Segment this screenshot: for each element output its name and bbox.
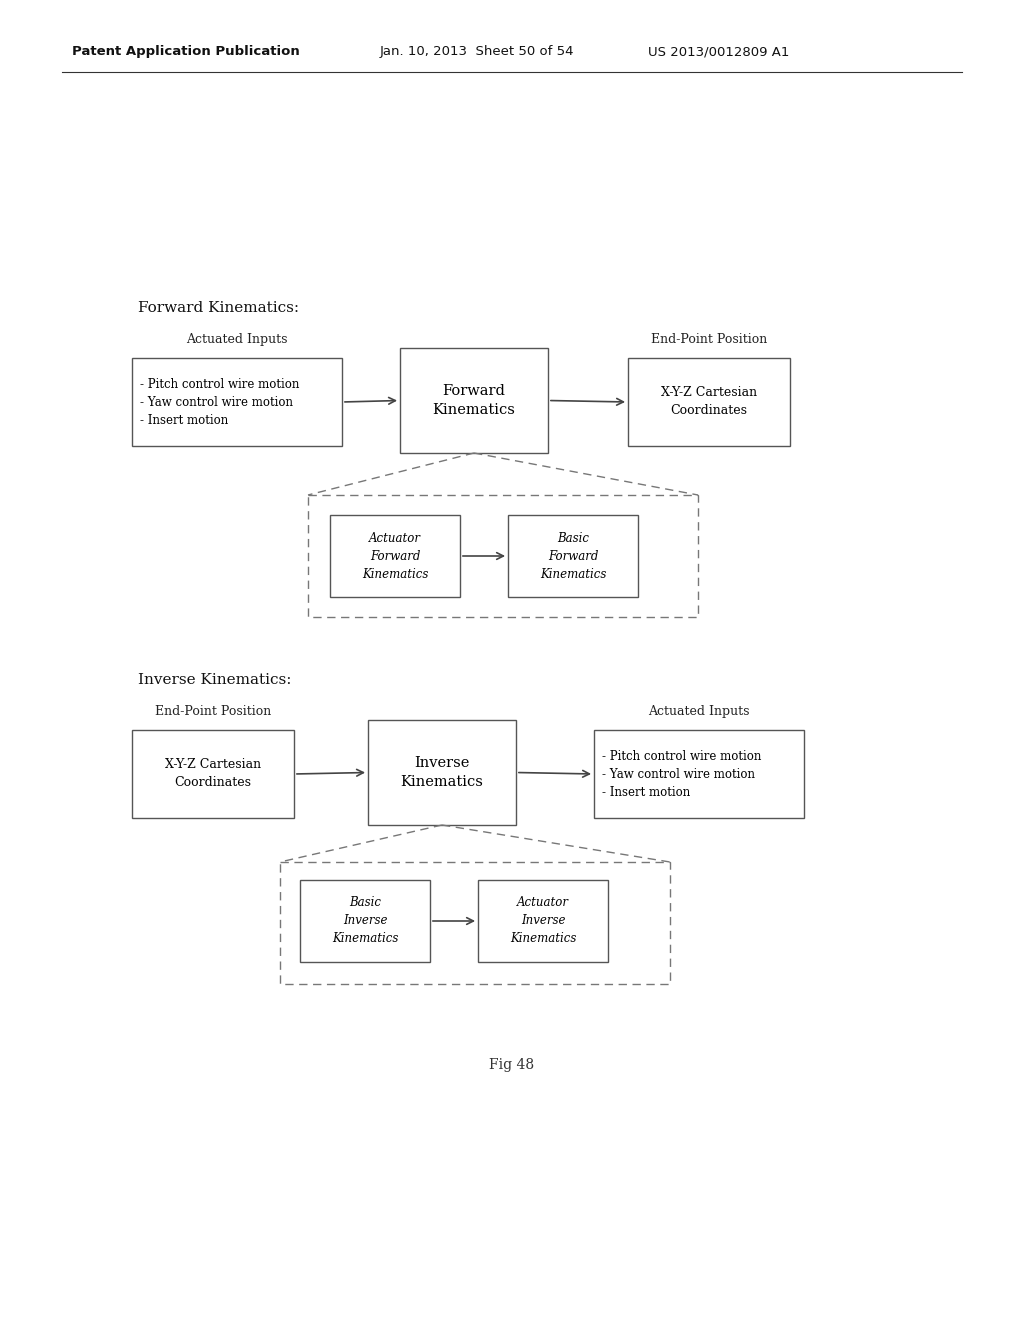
Text: End-Point Position: End-Point Position — [155, 705, 271, 718]
Text: X-Y-Z Cartesian
Coordinates: X-Y-Z Cartesian Coordinates — [660, 387, 757, 417]
Text: US 2013/0012809 A1: US 2013/0012809 A1 — [648, 45, 790, 58]
Bar — [308, 495, 698, 616]
Bar — [132, 358, 342, 446]
Bar — [628, 358, 790, 446]
Bar — [300, 880, 430, 962]
Text: Forward Kinematics:: Forward Kinematics: — [138, 301, 299, 315]
Text: Jan. 10, 2013  Sheet 50 of 54: Jan. 10, 2013 Sheet 50 of 54 — [380, 45, 574, 58]
Text: Patent Application Publication: Patent Application Publication — [72, 45, 300, 58]
Text: End-Point Position: End-Point Position — [651, 333, 767, 346]
Bar — [368, 719, 516, 825]
Bar — [594, 730, 804, 818]
Text: Forward
Kinematics: Forward Kinematics — [432, 384, 515, 417]
Text: Basic
Inverse
Kinematics: Basic Inverse Kinematics — [332, 896, 398, 945]
Text: Basic
Forward
Kinematics: Basic Forward Kinematics — [540, 532, 606, 581]
Bar — [280, 862, 670, 983]
Bar — [508, 515, 638, 597]
Bar — [400, 348, 548, 453]
Bar — [478, 880, 608, 962]
Text: Actuator
Forward
Kinematics: Actuator Forward Kinematics — [361, 532, 428, 581]
Text: X-Y-Z Cartesian
Coordinates: X-Y-Z Cartesian Coordinates — [165, 759, 261, 789]
Text: Actuated Inputs: Actuated Inputs — [186, 333, 288, 346]
Text: - Pitch control wire motion
- Yaw control wire motion
- Insert motion: - Pitch control wire motion - Yaw contro… — [140, 378, 299, 426]
Text: - Pitch control wire motion
- Yaw control wire motion
- Insert motion: - Pitch control wire motion - Yaw contro… — [602, 750, 762, 799]
Text: Fig 48: Fig 48 — [489, 1059, 535, 1072]
Text: Inverse
Kinematics: Inverse Kinematics — [400, 756, 483, 789]
Text: Inverse Kinematics:: Inverse Kinematics: — [138, 673, 292, 686]
Bar — [330, 515, 460, 597]
Text: Actuated Inputs: Actuated Inputs — [648, 705, 750, 718]
Bar — [132, 730, 294, 818]
Text: Actuator
Inverse
Kinematics: Actuator Inverse Kinematics — [510, 896, 577, 945]
